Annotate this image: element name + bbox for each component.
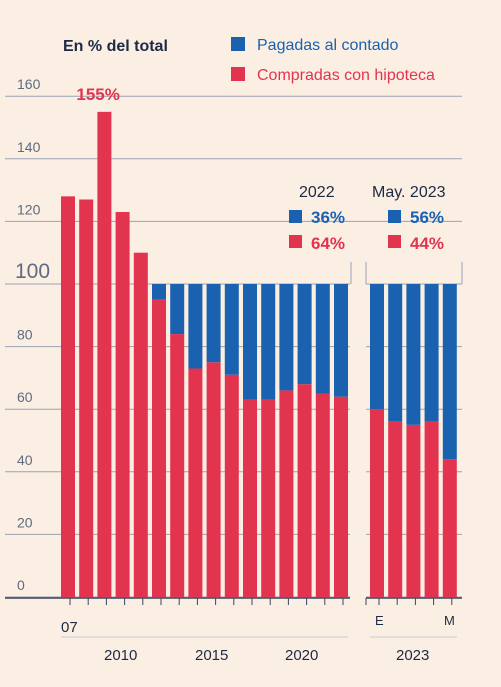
panel-hipoteca-label: 44% — [410, 234, 444, 253]
bar-hipoteca — [315, 393, 330, 597]
bar-contado — [297, 284, 312, 385]
x-tick-label: 07 — [61, 619, 78, 636]
panel-title: 2022 — [299, 184, 335, 201]
panel-swatch-contado — [289, 210, 302, 223]
bar-contado — [370, 284, 384, 410]
y-tick-label: 160 — [17, 76, 41, 92]
bar-hipoteca — [224, 374, 239, 597]
bar-hipoteca — [133, 252, 148, 597]
x-tick-label: 2023 — [396, 647, 429, 664]
bar-hipoteca — [61, 196, 75, 598]
legend-label-contado: Pagadas al contado — [257, 37, 399, 54]
x-tick-label: 2020 — [285, 647, 318, 664]
bar-contado — [152, 284, 166, 300]
unit-label: En % del total — [63, 38, 168, 55]
bar-contado — [224, 284, 239, 375]
bar-contado — [188, 284, 203, 369]
bar-contado — [261, 284, 276, 400]
y-tick-label: 100 — [15, 260, 50, 283]
y-tick-label: 0 — [17, 577, 25, 593]
y-tick-label: 140 — [17, 139, 41, 155]
bar-hipoteca — [170, 334, 185, 597]
bar-hipoteca — [188, 368, 203, 597]
bar-hipoteca — [79, 199, 94, 598]
bar-contado — [334, 284, 348, 397]
bar-contado — [315, 284, 330, 394]
x-tick-label: E — [375, 613, 384, 628]
panel-hipoteca-label: 64% — [311, 234, 345, 253]
panel-contado-label: 56% — [410, 208, 444, 227]
x-tick-label: 2010 — [104, 647, 137, 664]
bar-hipoteca — [406, 424, 421, 597]
bar-contado — [206, 284, 221, 363]
panel-swatch-hipoteca — [289, 235, 302, 248]
bar-contado — [279, 284, 294, 391]
y-tick-label: 40 — [17, 452, 33, 468]
bar-contado — [388, 284, 403, 422]
bar-contado — [243, 284, 257, 400]
bar-hipoteca — [297, 384, 312, 597]
x-tick-label: 2015 — [195, 647, 228, 664]
bar-contado — [424, 284, 439, 422]
legend-swatch-contado — [231, 37, 245, 51]
bar-hipoteca — [424, 421, 439, 597]
peak-label: 155% — [76, 85, 119, 104]
bar-hipoteca — [206, 362, 221, 597]
y-tick-label: 20 — [17, 514, 33, 530]
bar-hipoteca — [279, 390, 294, 597]
bar-contado — [406, 284, 421, 425]
bar-hipoteca — [261, 399, 276, 597]
legend-label-hipoteca: Compradas con hipoteca — [257, 67, 435, 84]
panel-gap — [350, 255, 366, 627]
bar-hipoteca — [442, 459, 457, 597]
x-tick-label: M — [444, 613, 455, 628]
panel-title: May. 2023 — [372, 184, 446, 201]
bar-contado — [442, 284, 457, 460]
legend-swatch-hipoteca — [231, 67, 245, 81]
bar-hipoteca — [370, 409, 384, 597]
bar-contado — [170, 284, 185, 335]
panel-swatch-contado — [388, 210, 401, 223]
bar-hipoteca — [388, 421, 403, 597]
bar-hipoteca — [243, 399, 257, 597]
y-tick-label: 120 — [17, 201, 41, 217]
panel-swatch-hipoteca — [388, 235, 401, 248]
y-tick-label: 80 — [17, 327, 33, 343]
bar-hipoteca — [334, 396, 348, 597]
bar-hipoteca — [152, 299, 166, 597]
panel-contado-label: 36% — [311, 208, 345, 227]
bar-hipoteca — [115, 212, 130, 597]
y-tick-label: 60 — [17, 389, 33, 405]
bar-hipoteca — [97, 111, 112, 597]
